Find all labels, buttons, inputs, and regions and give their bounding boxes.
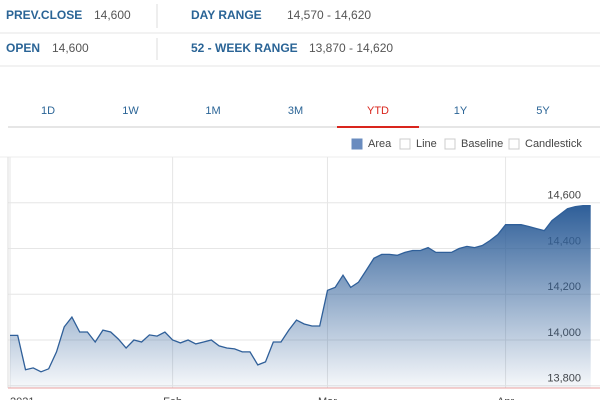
stat-label: PREV.CLOSE <box>6 8 82 22</box>
x-tick-label: Mar <box>318 396 337 400</box>
chart-type-label[interactable]: Line <box>416 138 437 150</box>
range-tab[interactable]: YTD <box>367 105 389 117</box>
chart-type-box[interactable] <box>399 138 411 150</box>
chart-type-box[interactable] <box>351 138 363 150</box>
chart-type-box[interactable] <box>444 138 456 150</box>
stat-label: DAY RANGE <box>191 8 262 22</box>
price-line <box>10 205 591 373</box>
x-tick-label: Apr <box>497 396 514 400</box>
range-tab[interactable]: 5Y <box>536 105 550 117</box>
stat-value: 14,600 <box>94 8 131 22</box>
range-tab[interactable]: 1W <box>122 105 139 117</box>
chart-type-box[interactable] <box>508 138 520 150</box>
stat-value: 13,870 - 14,620 <box>309 41 393 55</box>
active-tab-underline <box>337 126 419 128</box>
x-tick-label: Feb <box>163 396 182 400</box>
y-tick-label: 14,600 <box>547 190 581 202</box>
stat-value: 14,570 - 14,620 <box>287 8 371 22</box>
range-tab[interactable]: 1Y <box>454 105 468 117</box>
x-tick-label: 2021 <box>10 396 34 400</box>
chart-type-label[interactable]: Baseline <box>461 138 503 150</box>
range-tab[interactable]: 1M <box>205 105 220 117</box>
range-tab[interactable]: 1D <box>41 105 55 117</box>
stat-value: 14,600 <box>52 41 89 55</box>
area-fill <box>10 205 591 388</box>
stat-label: OPEN <box>6 41 40 55</box>
stat-label: 52 - WEEK RANGE <box>191 41 298 55</box>
range-tab[interactable]: 3M <box>288 105 303 117</box>
chart-type-label[interactable]: Candlestick <box>525 138 582 150</box>
chart-type-label[interactable]: Area <box>368 138 392 150</box>
